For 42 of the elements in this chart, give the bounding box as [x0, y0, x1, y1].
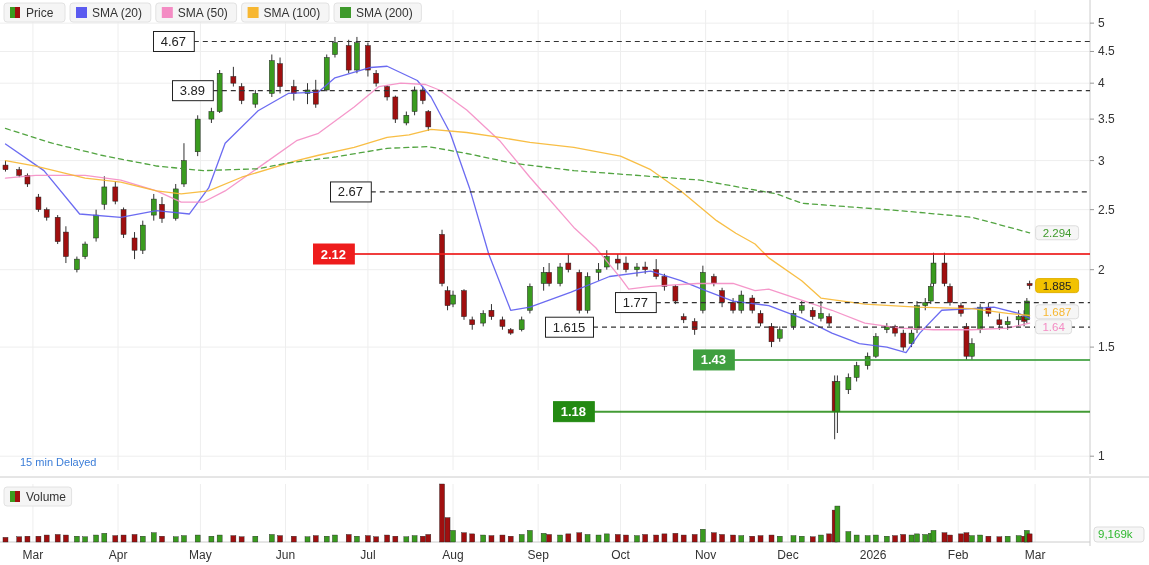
- legend-label: SMA (50): [177, 6, 228, 20]
- ref-line-label: 2.12: [320, 246, 347, 262]
- legend-label: SMA (200): [356, 6, 413, 20]
- x-tick-label: Feb: [947, 548, 969, 562]
- y-tick-label: 2.5: [1098, 202, 1116, 217]
- y-tick-label: 3: [1098, 153, 1105, 168]
- y-tick-label: 2: [1098, 262, 1105, 277]
- x-tick-label: Aug: [442, 548, 464, 562]
- x-tick-label: Jun: [275, 548, 296, 562]
- y-tick-label: 1: [1098, 449, 1105, 464]
- ref-line-label: 1.77: [622, 295, 649, 311]
- y-tick-label: 3.5: [1098, 112, 1116, 127]
- ref-line-label: 3.89: [179, 83, 206, 99]
- text: 9,169k: [1098, 528, 1133, 540]
- legend-label: Price: [26, 6, 54, 20]
- data-label: 1.687: [1042, 305, 1072, 318]
- ref-line-label: 1.18: [560, 404, 587, 420]
- x-tick-label: May: [189, 548, 212, 562]
- legend-label: SMA (100): [263, 6, 321, 20]
- y-tick-label: 4: [1098, 76, 1105, 91]
- ref-line-label: 4.67: [160, 34, 187, 49]
- x-tick-label: Dec: [777, 548, 799, 562]
- ref-line-label: 1.615: [552, 319, 586, 335]
- ref-line-label: 2.67: [337, 184, 364, 200]
- y-tick-label: 5: [1098, 16, 1105, 31]
- legend-label: SMA (20): [92, 6, 143, 20]
- x-tick-label: Nov: [694, 548, 717, 562]
- text: 1.885: [1042, 279, 1072, 292]
- data-label: 1.64: [1042, 320, 1066, 333]
- x-tick-label: Apr: [108, 548, 128, 562]
- y-tick-label: 4.5: [1098, 44, 1116, 59]
- ref-line-label: 1.43: [700, 352, 727, 368]
- x-tick-label: Oct: [611, 548, 631, 562]
- x-tick-label: Mar: [1024, 548, 1046, 562]
- x-tick-label: 2026: [859, 548, 887, 562]
- x-tick-label: Jul: [360, 548, 376, 562]
- x-tick-label: Sep: [527, 548, 550, 562]
- annotation: 15 min Delayed: [20, 456, 97, 468]
- x-tick-label: Mar: [22, 548, 44, 562]
- y-tick-label: 1.5: [1098, 340, 1116, 355]
- data-label: 2.294: [1042, 226, 1073, 239]
- legend-label: Volume: [26, 490, 67, 504]
